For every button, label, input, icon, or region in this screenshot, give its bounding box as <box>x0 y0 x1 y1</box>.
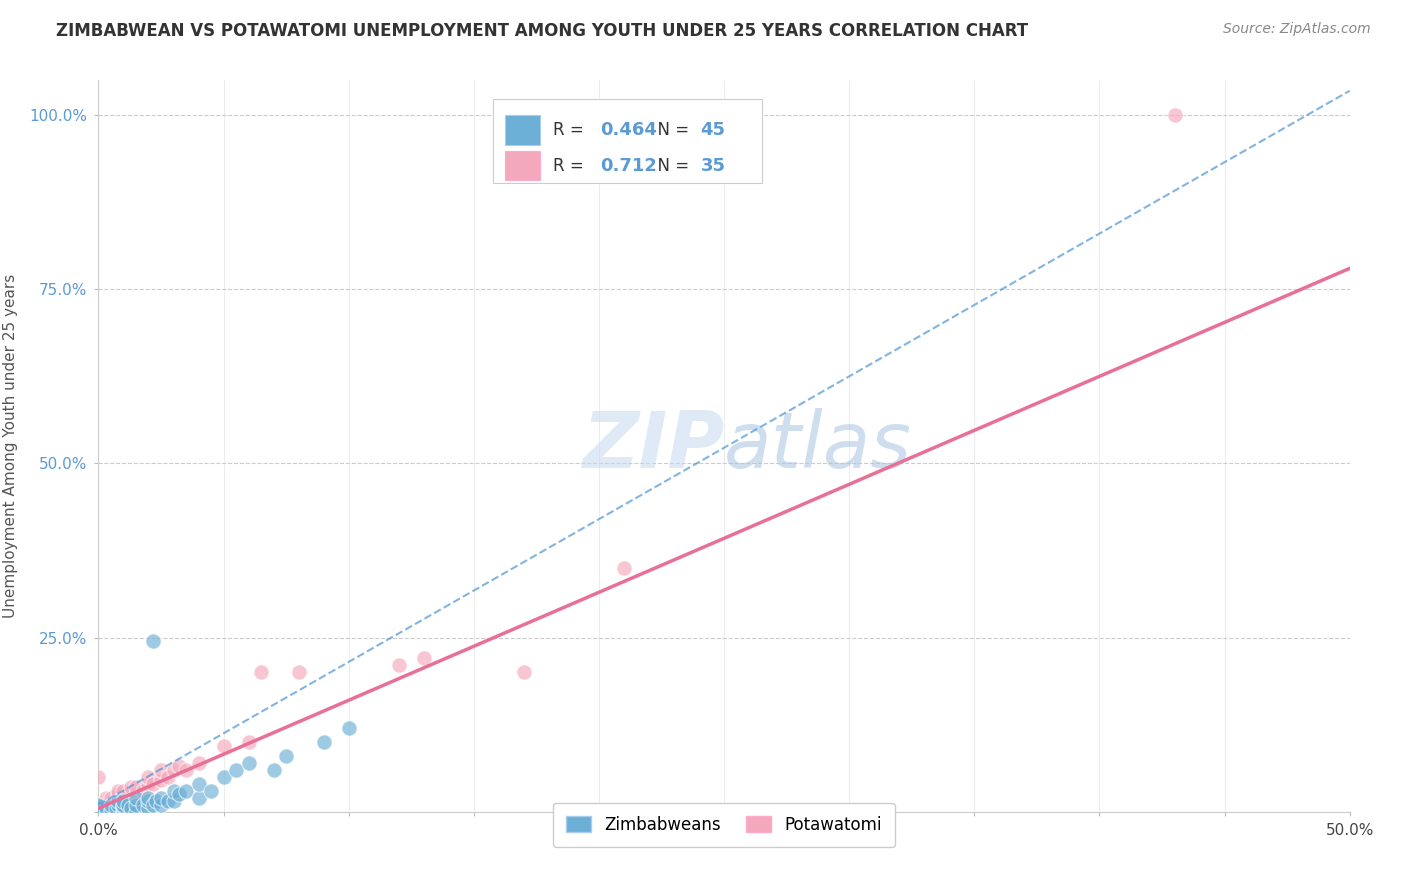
Point <box>100 797 122 812</box>
Point <box>112 784 135 798</box>
Point <box>112 799 135 814</box>
Point <box>513 665 536 680</box>
Point <box>142 777 165 791</box>
Point <box>94 801 117 815</box>
Point <box>274 749 298 764</box>
Point <box>94 790 117 805</box>
Point <box>412 651 434 665</box>
Point <box>212 770 235 784</box>
Point <box>1163 108 1185 122</box>
FancyBboxPatch shape <box>492 99 762 183</box>
Point <box>238 735 260 749</box>
Point <box>112 801 135 815</box>
Point <box>613 561 636 575</box>
Point <box>200 784 222 798</box>
Text: 35: 35 <box>700 157 725 175</box>
Point <box>112 805 135 819</box>
Text: N =: N = <box>647 121 695 139</box>
Point <box>157 794 180 808</box>
Text: atlas: atlas <box>724 408 912 484</box>
Point <box>132 784 155 798</box>
Point <box>187 756 209 770</box>
Point <box>107 797 129 812</box>
Point <box>87 805 110 819</box>
Point <box>162 784 184 798</box>
Point <box>138 770 160 784</box>
Point <box>125 797 148 812</box>
Point <box>117 797 139 812</box>
Y-axis label: Unemployment Among Youth under 25 years: Unemployment Among Youth under 25 years <box>3 274 18 618</box>
Text: R =: R = <box>553 121 589 139</box>
Point <box>142 797 165 812</box>
Point <box>212 739 235 753</box>
Point <box>112 794 135 808</box>
Point <box>87 799 110 814</box>
Point <box>87 805 110 819</box>
Point <box>125 787 148 801</box>
Text: 0.712: 0.712 <box>600 157 657 175</box>
Text: 0.464: 0.464 <box>600 121 657 139</box>
Point <box>174 784 197 798</box>
Point <box>138 777 160 791</box>
Point <box>145 794 167 808</box>
Point <box>87 797 110 812</box>
Point <box>112 797 135 812</box>
Point <box>125 805 148 819</box>
Point <box>125 780 148 795</box>
FancyBboxPatch shape <box>505 115 540 145</box>
Point <box>312 735 335 749</box>
Point <box>87 770 110 784</box>
Point <box>263 763 285 777</box>
Point <box>132 797 155 812</box>
Point <box>117 787 139 801</box>
Point <box>157 770 180 784</box>
Text: N =: N = <box>647 157 695 175</box>
Point <box>87 801 110 815</box>
Point <box>162 763 184 777</box>
Point <box>112 790 135 805</box>
Point <box>100 797 122 812</box>
Point <box>388 658 411 673</box>
Text: Source: ZipAtlas.com: Source: ZipAtlas.com <box>1223 22 1371 37</box>
Point <box>150 763 173 777</box>
Point <box>107 784 129 798</box>
Point <box>250 665 273 680</box>
Point <box>100 790 122 805</box>
Point <box>150 773 173 788</box>
Text: ZIP: ZIP <box>582 408 724 484</box>
Point <box>167 759 190 773</box>
Text: R =: R = <box>553 157 589 175</box>
Point <box>225 763 247 777</box>
Text: ZIMBABWEAN VS POTAWATOMI UNEMPLOYMENT AMONG YOUTH UNDER 25 YEARS CORRELATION CHA: ZIMBABWEAN VS POTAWATOMI UNEMPLOYMENT AM… <box>56 22 1028 40</box>
Point <box>107 794 129 808</box>
Point <box>142 634 165 648</box>
Point <box>187 790 209 805</box>
Point <box>162 794 184 808</box>
Point <box>125 790 148 805</box>
Point <box>104 801 127 815</box>
Point <box>150 797 173 812</box>
Point <box>107 787 129 801</box>
Point <box>174 763 197 777</box>
Legend: Zimbabweans, Potawatomi: Zimbabweans, Potawatomi <box>553 803 896 847</box>
Point <box>167 787 190 801</box>
Point <box>138 801 160 815</box>
Point <box>138 794 160 808</box>
Point <box>187 777 209 791</box>
Point <box>337 721 360 735</box>
Point <box>120 780 142 795</box>
Point <box>93 797 115 812</box>
Point <box>87 803 110 817</box>
Point <box>100 803 122 817</box>
Point <box>287 665 309 680</box>
Point <box>120 801 142 815</box>
Point <box>138 790 160 805</box>
FancyBboxPatch shape <box>505 152 540 180</box>
Text: 45: 45 <box>700 121 725 139</box>
Point <box>150 790 173 805</box>
Point <box>104 794 127 808</box>
Point <box>238 756 260 770</box>
